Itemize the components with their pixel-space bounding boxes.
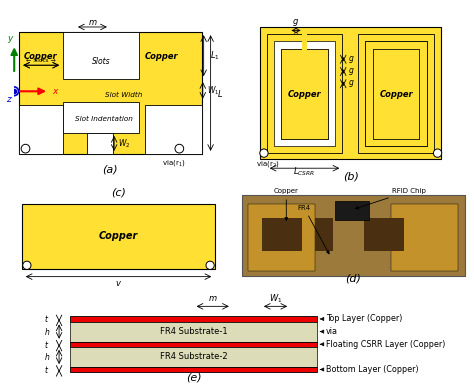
Bar bbox=[267, 34, 342, 153]
Bar bbox=[19, 105, 63, 154]
Text: $g$: $g$ bbox=[348, 54, 355, 64]
Text: $v$: $v$ bbox=[115, 279, 122, 288]
Text: (a): (a) bbox=[102, 165, 118, 175]
Text: FR4 Substrate-2: FR4 Substrate-2 bbox=[160, 352, 228, 361]
Circle shape bbox=[10, 87, 18, 96]
Text: $g$: $g$ bbox=[348, 66, 355, 77]
Bar bbox=[145, 105, 202, 154]
Text: Copper: Copper bbox=[274, 188, 299, 220]
Bar bbox=[335, 201, 369, 220]
Circle shape bbox=[206, 261, 214, 269]
Text: $L_{CSRR}$: $L_{CSRR}$ bbox=[293, 166, 316, 178]
Text: $z$: $z$ bbox=[6, 95, 12, 104]
Bar bbox=[288, 56, 321, 132]
Text: RFID Chip: RFID Chip bbox=[356, 188, 426, 209]
Text: $\rm via(r_2)$: $\rm via(r_2)$ bbox=[256, 159, 280, 169]
Text: $L_1$: $L_1$ bbox=[210, 49, 219, 62]
Bar bbox=[302, 49, 307, 56]
Text: $W_1$: $W_1$ bbox=[269, 292, 282, 305]
Text: (e): (e) bbox=[186, 372, 201, 383]
Bar bbox=[63, 102, 139, 133]
Circle shape bbox=[433, 149, 442, 157]
Text: $\rm via(r_1)$: $\rm via(r_1)$ bbox=[162, 157, 186, 168]
Bar bbox=[315, 218, 333, 251]
Text: Slot Indentation: Slot Indentation bbox=[75, 116, 133, 122]
Bar bbox=[242, 195, 465, 276]
Text: FR4 Substrate-1: FR4 Substrate-1 bbox=[160, 327, 228, 336]
Text: $g$: $g$ bbox=[292, 17, 299, 28]
Text: $t$: $t$ bbox=[44, 339, 49, 350]
Text: $g$: $g$ bbox=[348, 78, 355, 89]
Text: $m$: $m$ bbox=[88, 18, 97, 27]
Text: (d): (d) bbox=[345, 274, 361, 284]
Text: (b): (b) bbox=[343, 171, 359, 181]
Text: Copper: Copper bbox=[288, 90, 321, 99]
Bar bbox=[19, 32, 202, 154]
Bar bbox=[260, 27, 441, 159]
Text: (c): (c) bbox=[111, 187, 126, 197]
Bar bbox=[70, 322, 317, 342]
Bar bbox=[70, 342, 317, 347]
Text: $h$: $h$ bbox=[44, 326, 50, 337]
Bar bbox=[70, 317, 317, 322]
Bar bbox=[248, 203, 315, 271]
Circle shape bbox=[21, 144, 30, 153]
Bar bbox=[281, 49, 328, 139]
Circle shape bbox=[23, 261, 31, 269]
Bar bbox=[281, 49, 328, 139]
Text: Copper: Copper bbox=[379, 90, 413, 99]
Bar bbox=[365, 41, 427, 146]
Text: via: via bbox=[320, 327, 338, 336]
Bar bbox=[365, 41, 427, 146]
Text: $t$: $t$ bbox=[44, 313, 49, 325]
Bar bbox=[70, 347, 317, 367]
Text: Copper: Copper bbox=[24, 52, 57, 61]
Bar bbox=[302, 34, 307, 41]
Bar bbox=[302, 41, 307, 49]
Text: $x$: $x$ bbox=[53, 87, 60, 96]
Text: $t$: $t$ bbox=[44, 364, 49, 375]
Bar bbox=[373, 49, 419, 139]
Bar bbox=[63, 32, 139, 79]
Bar bbox=[364, 218, 404, 251]
Bar bbox=[274, 41, 335, 146]
Text: Copper: Copper bbox=[145, 52, 179, 61]
Bar bbox=[87, 133, 113, 154]
Text: Top Layer (Copper): Top Layer (Copper) bbox=[320, 315, 402, 323]
Text: $m$: $m$ bbox=[208, 294, 218, 303]
Text: $L$: $L$ bbox=[217, 88, 223, 98]
Text: Bottom Layer (Copper): Bottom Layer (Copper) bbox=[320, 365, 419, 374]
Circle shape bbox=[260, 149, 268, 157]
Text: Copper: Copper bbox=[99, 232, 138, 242]
Text: $W_2$: $W_2$ bbox=[118, 137, 130, 150]
Text: $W_1$: $W_1$ bbox=[207, 84, 219, 96]
Text: Floating CSRR Layer (Copper): Floating CSRR Layer (Copper) bbox=[320, 340, 446, 349]
Text: Slot Width: Slot Width bbox=[105, 92, 142, 98]
Circle shape bbox=[175, 144, 183, 153]
Bar bbox=[358, 34, 434, 153]
Bar bbox=[70, 367, 317, 372]
Text: FR4: FR4 bbox=[298, 205, 329, 254]
Text: ← Slots →: ← Slots → bbox=[26, 58, 56, 63]
Bar bbox=[262, 218, 302, 251]
Text: $h$: $h$ bbox=[44, 351, 50, 362]
Bar bbox=[22, 203, 215, 269]
Text: Slots: Slots bbox=[92, 57, 110, 66]
Bar bbox=[373, 49, 419, 139]
Text: $y$: $y$ bbox=[7, 34, 15, 45]
Bar bbox=[391, 203, 458, 271]
